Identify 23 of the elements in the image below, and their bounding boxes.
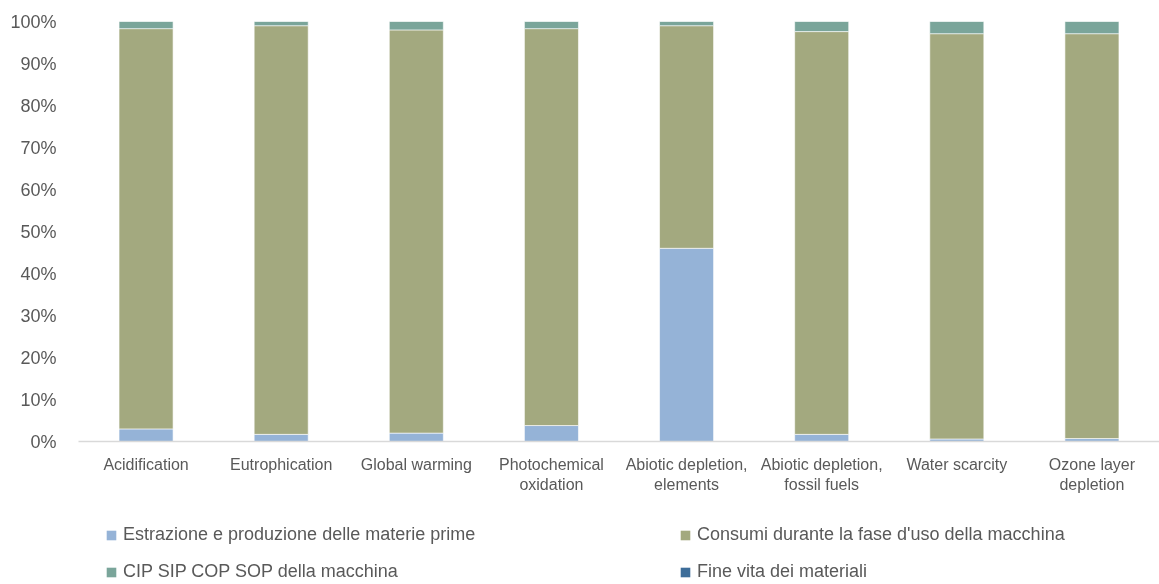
legend-label: Fine vita dei materiali xyxy=(697,561,868,582)
x-tick-label: Acidification xyxy=(103,455,189,473)
x-tick-label: Eutrophication xyxy=(230,455,333,473)
y-tick-label: 80% xyxy=(20,95,57,116)
y-tick-label: 40% xyxy=(20,263,57,284)
y-tick-label: 30% xyxy=(20,305,57,326)
legend-label: Consumi durante la fase d'uso della macchina xyxy=(697,524,1065,545)
x-tick-label: Ozone layer depletion xyxy=(1048,455,1136,493)
y-tick-label: 50% xyxy=(20,221,57,242)
y-tick-label: 100% xyxy=(10,11,57,32)
y-tick-label: 90% xyxy=(20,53,57,74)
legend-label: CIP SIP COP SOP della macchina xyxy=(123,561,398,582)
y-tick-label: 20% xyxy=(20,347,57,368)
legend-label: Estrazione e produzione delle materie prime xyxy=(123,524,476,545)
x-tick-label: Global warming xyxy=(360,455,472,473)
x-tick-label: Photochemical oxidation xyxy=(498,455,604,493)
x-tick-label: Abiotic depletion, fossil fuels xyxy=(760,455,883,493)
y-tick-label: 10% xyxy=(20,389,57,410)
y-tick-label: 70% xyxy=(20,137,57,158)
y-tick-label: 60% xyxy=(20,179,57,200)
y-tick-label: 0% xyxy=(30,431,57,452)
x-tick-label: Water scarcity xyxy=(906,455,1008,473)
x-tick-label: Abiotic depletion, elements xyxy=(625,455,748,493)
